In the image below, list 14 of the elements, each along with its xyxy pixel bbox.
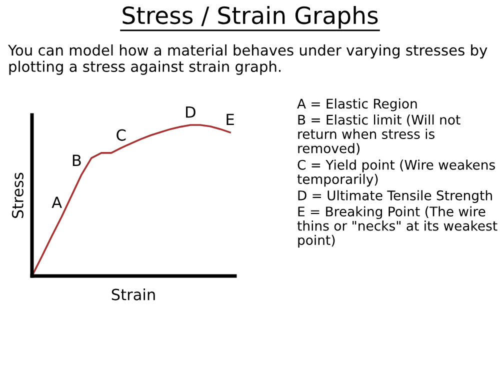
annotation: D <box>186 106 196 118</box>
text: B = Elastic limit (Will not return when stress is removed) <box>298 114 460 155</box>
chart-title: Stress / Strain Graphs <box>122 6 378 29</box>
text: D = Ultimate Tensile Strength <box>298 190 492 203</box>
x-axis-title: Strain <box>112 288 155 300</box>
chart-subtitle: You can model how a material behaves under varying stresses by plotting a stress against strain graph. <box>8 44 488 75</box>
text: C = Yield point (Wire weakens temporarily) <box>297 160 495 187</box>
y-axis-title: Stress <box>12 172 24 218</box>
text: E = Breaking Point (The wire thins or "necks" at its weakest point) <box>297 206 498 248</box>
text: A = Elastic Region <box>297 98 417 112</box>
annotation: E <box>226 114 234 126</box>
annotation: A <box>52 196 62 208</box>
annotation: C <box>116 129 126 141</box>
annotation: B <box>72 154 81 166</box>
